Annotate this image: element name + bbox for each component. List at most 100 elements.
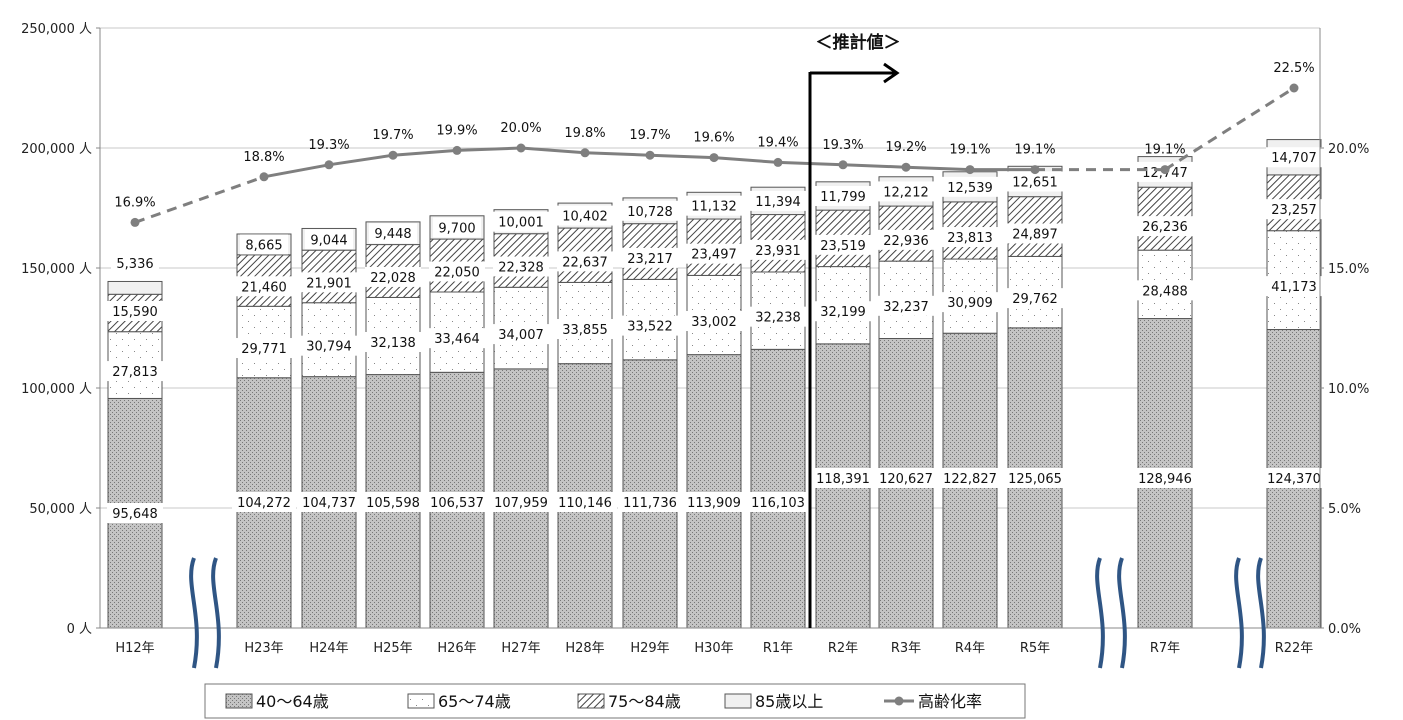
x-category-label: R5年 <box>1020 641 1050 656</box>
rate-point <box>1160 165 1170 175</box>
y-right-tick-label: 10.0% <box>1328 382 1369 397</box>
value-label-box <box>618 492 682 512</box>
axis-break-mark <box>1095 557 1105 669</box>
value-label-box <box>1007 171 1063 192</box>
legend-swatch <box>724 693 752 709</box>
y-left-tick-label: 150,000 人 <box>21 262 92 277</box>
value-label-box <box>878 229 934 250</box>
value-label: 12,539 <box>947 181 993 196</box>
bar-segment-40-64 <box>686 354 742 629</box>
value-label: 32,238 <box>755 311 801 326</box>
value-label: 34,007 <box>498 328 544 343</box>
value-label: 32,138 <box>370 336 416 351</box>
value-label: 26,236 <box>1142 220 1188 235</box>
value-label-box <box>1137 280 1193 301</box>
value-label: 33,522 <box>627 320 673 335</box>
y-left-tick-label: 50,000 人 <box>29 502 92 517</box>
value-label: 11,394 <box>755 195 801 210</box>
rate-point <box>901 162 911 172</box>
y-right-tick-label: 0.0% <box>1328 622 1361 637</box>
value-label: 104,737 <box>302 496 356 511</box>
value-label: 5,336 <box>116 257 153 272</box>
x-category-label: H30年 <box>694 641 733 656</box>
rate-line-segment <box>842 163 907 169</box>
x-category-label: H27年 <box>501 641 540 656</box>
bar-value-labels: 95,648 27,813 15,590 5,336 104,272 29,771 21,4… <box>107 147 1326 523</box>
value-label-box <box>878 295 934 316</box>
x-category-label: H25年 <box>373 641 412 656</box>
value-label: 124,370 <box>1267 472 1321 487</box>
value-label: 22,936 <box>883 234 929 249</box>
axis-break-mark <box>1234 557 1244 669</box>
y-right-tick-label: 5.0% <box>1328 502 1361 517</box>
rate-label: 19.2% <box>885 140 926 155</box>
y-left-tick-label: 200,000 人 <box>21 142 92 157</box>
value-label: 125,065 <box>1008 472 1062 487</box>
rate-line-segment <box>263 163 330 179</box>
axis-break-mark <box>1117 557 1127 669</box>
legend-swatch <box>407 693 435 709</box>
y-right-tick-label: 20.0% <box>1328 142 1369 157</box>
x-category-label: R22年 <box>1275 641 1314 656</box>
legend-label: 75～84歳 <box>608 692 681 711</box>
value-label-box <box>942 176 998 197</box>
value-label-box <box>942 227 998 248</box>
value-label-box <box>1007 288 1063 309</box>
legend-box <box>204 683 1026 719</box>
value-label-box <box>425 492 489 512</box>
value-label: 8,665 <box>245 238 282 253</box>
value-label-box <box>553 492 617 512</box>
legend-label: 65～74歳 <box>438 692 511 711</box>
value-label-box <box>622 247 678 268</box>
rate-point <box>259 172 269 182</box>
value-label: 116,103 <box>751 496 805 511</box>
estimate-label: ＜推計値＞ <box>816 32 901 53</box>
value-label-box <box>874 468 938 488</box>
value-label-box <box>111 253 159 273</box>
bars-layer <box>107 139 1322 629</box>
rate-line-segment <box>649 153 715 160</box>
x-category-label: R7年 <box>1150 641 1180 656</box>
value-label: 9,448 <box>374 227 411 242</box>
value-label: 22,028 <box>370 271 416 286</box>
value-label: 95,648 <box>112 507 158 522</box>
legend-label: 40～64歳 <box>256 692 329 711</box>
value-label: 122,827 <box>943 472 997 487</box>
value-label: 104,272 <box>237 496 291 511</box>
value-label-box <box>622 200 678 221</box>
rate-point <box>773 157 783 167</box>
value-label: 33,855 <box>562 323 608 338</box>
value-label-box <box>429 261 485 282</box>
rate-point <box>1030 165 1040 175</box>
rate-point <box>645 150 655 160</box>
value-label-box <box>815 185 871 206</box>
rate-line-segment <box>456 146 522 152</box>
value-label-box <box>686 195 742 216</box>
rate-label: 16.9% <box>114 195 155 210</box>
rate-line-segment <box>328 153 394 167</box>
value-label: 41,173 <box>1271 280 1317 295</box>
value-label-box <box>746 492 810 512</box>
y-right-tick-label: 15.0% <box>1328 262 1369 277</box>
bar-segment-40-64 <box>750 348 806 629</box>
value-label: 28,488 <box>1142 284 1188 299</box>
rate-label: 19.3% <box>308 138 349 153</box>
value-label: 12,212 <box>883 185 929 200</box>
value-label-box <box>240 234 288 255</box>
value-label: 10,728 <box>627 205 673 220</box>
value-label-box <box>301 335 357 356</box>
rate-line-segment <box>520 146 586 155</box>
rate-line-layer: 16.9% 18.8% 19.3% 19.7% 19.9% 20.0% 19.8% 19.7%… <box>114 61 1315 227</box>
value-label: 110,146 <box>558 496 612 511</box>
axis-break-mark <box>189 557 199 669</box>
x-category-label: R4年 <box>955 641 985 656</box>
value-label: 15,590 <box>112 305 158 320</box>
value-label: 24,897 <box>1012 228 1058 243</box>
x-category-label: H24年 <box>309 641 348 656</box>
value-label-box <box>750 239 806 260</box>
value-label-box <box>878 181 934 202</box>
value-label-box <box>1266 276 1322 297</box>
value-label: 9,700 <box>438 221 475 236</box>
rate-line-segment <box>1164 86 1295 171</box>
rate-line-segment <box>905 165 971 172</box>
